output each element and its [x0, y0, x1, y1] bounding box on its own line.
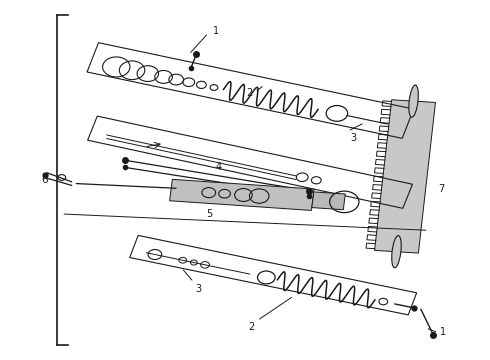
Text: 6: 6	[41, 175, 48, 185]
Text: 2: 2	[248, 322, 255, 332]
Ellipse shape	[392, 236, 401, 268]
Text: 2: 2	[246, 88, 252, 98]
Polygon shape	[374, 100, 436, 253]
Text: 4: 4	[216, 162, 222, 172]
Ellipse shape	[409, 85, 418, 117]
Text: 1: 1	[213, 26, 220, 36]
Polygon shape	[312, 192, 345, 210]
Text: 3: 3	[350, 133, 356, 143]
Polygon shape	[170, 179, 314, 211]
Text: 1: 1	[441, 327, 446, 337]
Text: 7: 7	[438, 184, 444, 194]
Text: 5: 5	[206, 209, 212, 219]
Text: 3: 3	[195, 284, 201, 294]
